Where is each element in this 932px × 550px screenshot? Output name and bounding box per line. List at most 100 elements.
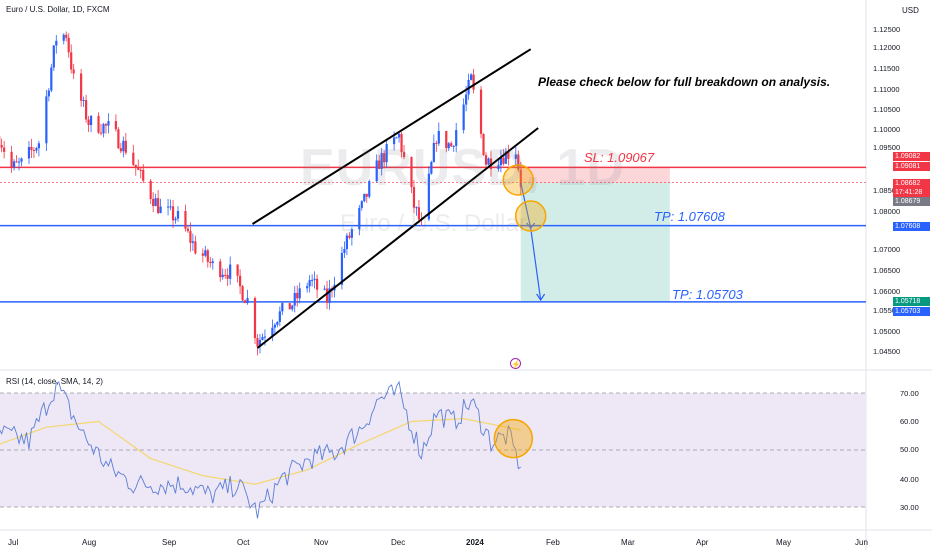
candle-body (365, 193, 368, 197)
price-tick: 1.08000 (873, 207, 901, 216)
candle-body (17, 161, 21, 163)
candle-body (3, 147, 6, 152)
candle-body (392, 137, 396, 145)
candle-body (502, 157, 505, 164)
candle-body (465, 94, 468, 105)
price-tag: 1.09081 (893, 162, 930, 171)
candle-body (430, 162, 433, 174)
candle-body (89, 115, 93, 126)
candle-body (137, 167, 140, 170)
candle-body (30, 146, 33, 151)
candle-body (288, 303, 291, 310)
candle-body (315, 278, 319, 290)
candle-body (253, 298, 257, 339)
candle-body (201, 253, 204, 256)
price-tick: 1.11000 (873, 85, 900, 94)
candle-body (174, 218, 177, 221)
candle-body (293, 292, 296, 306)
time-tick: Jul (8, 538, 19, 547)
candle-body (308, 280, 311, 287)
candle-body (484, 155, 488, 165)
candle-body (340, 252, 344, 285)
candle-body (157, 198, 160, 214)
candle-body (65, 34, 68, 38)
candle-body (122, 140, 125, 152)
candle-body (519, 169, 522, 188)
price-tick: 1.12000 (873, 43, 901, 52)
rsi-tick: 70.00 (900, 389, 919, 398)
candle-body (97, 115, 100, 133)
rsi-title: RSI (14, close, SMA, 14, 2) (6, 377, 103, 386)
candle-body (345, 235, 349, 250)
time-tick: Feb (546, 538, 560, 547)
rsi-tick: 40.00 (900, 475, 919, 484)
candle-body (229, 264, 232, 279)
candle-body (184, 211, 187, 229)
candle-body (278, 311, 281, 322)
candle-body (0, 144, 3, 148)
candle-body (139, 169, 142, 171)
candle-body (487, 158, 490, 165)
candle-body (455, 130, 458, 146)
candle-body (37, 143, 41, 149)
candle-body (417, 207, 421, 220)
candle-body (154, 198, 157, 207)
candle-body (99, 132, 103, 134)
rsi-tick: 60.00 (900, 417, 919, 426)
price-tick: 1.06500 (873, 266, 901, 275)
price-tag: 1.07608 (893, 222, 930, 231)
candle-body (313, 278, 316, 280)
analysis-note: Please check below for full breakdown on… (538, 75, 831, 89)
candle-body (412, 187, 416, 208)
candle-body (432, 142, 435, 163)
breakout-marker (502, 164, 535, 196)
take-profit-2-label: TP: 1.05703 (672, 287, 743, 302)
candle-body (328, 288, 331, 303)
candle-body (107, 121, 110, 126)
time-tick: Nov (314, 538, 329, 547)
candle-body (241, 286, 244, 301)
candle-body (298, 288, 301, 299)
candle-body (12, 161, 16, 168)
candle-body (70, 52, 73, 70)
candle-body (397, 133, 401, 138)
candle-body (243, 300, 247, 304)
rsi-sma-line (0, 418, 521, 485)
currency-label: USD (902, 6, 919, 15)
time-tick: Mar (621, 538, 635, 547)
candle-body (47, 90, 50, 97)
candle-body (383, 153, 386, 163)
candle-body (142, 169, 145, 181)
candle-body (400, 133, 403, 153)
candle-body (323, 288, 326, 290)
price-tick: 1.04500 (873, 347, 901, 356)
price-tag: 1.05718 (893, 297, 930, 306)
candle-body (20, 158, 23, 162)
price-tag: 1.09082 (893, 152, 930, 161)
candle-body (479, 89, 483, 134)
candle-body (263, 336, 267, 338)
candle-body (452, 145, 455, 147)
candle-body (32, 150, 36, 152)
candle-body (119, 148, 122, 152)
candle-body (224, 274, 227, 276)
candle-body (256, 338, 259, 347)
candle-body (87, 119, 90, 126)
candle-body (132, 152, 135, 165)
candle-body (427, 173, 430, 220)
candle-body (246, 298, 249, 304)
candle-body (102, 124, 105, 134)
countdown-tag: 17:41:28 (893, 188, 930, 197)
candle-body (472, 74, 475, 90)
rsi-marker (493, 418, 534, 459)
candle-body (191, 241, 195, 243)
candle-body (363, 193, 366, 202)
candle-body (189, 231, 192, 243)
candle-body (435, 142, 438, 144)
channel-upper-line (251, 48, 532, 225)
candle-body (80, 73, 83, 101)
candle-body (437, 131, 440, 144)
lightning-icon[interactable]: ⚡ (510, 358, 521, 369)
stop-loss-zone (520, 167, 670, 183)
